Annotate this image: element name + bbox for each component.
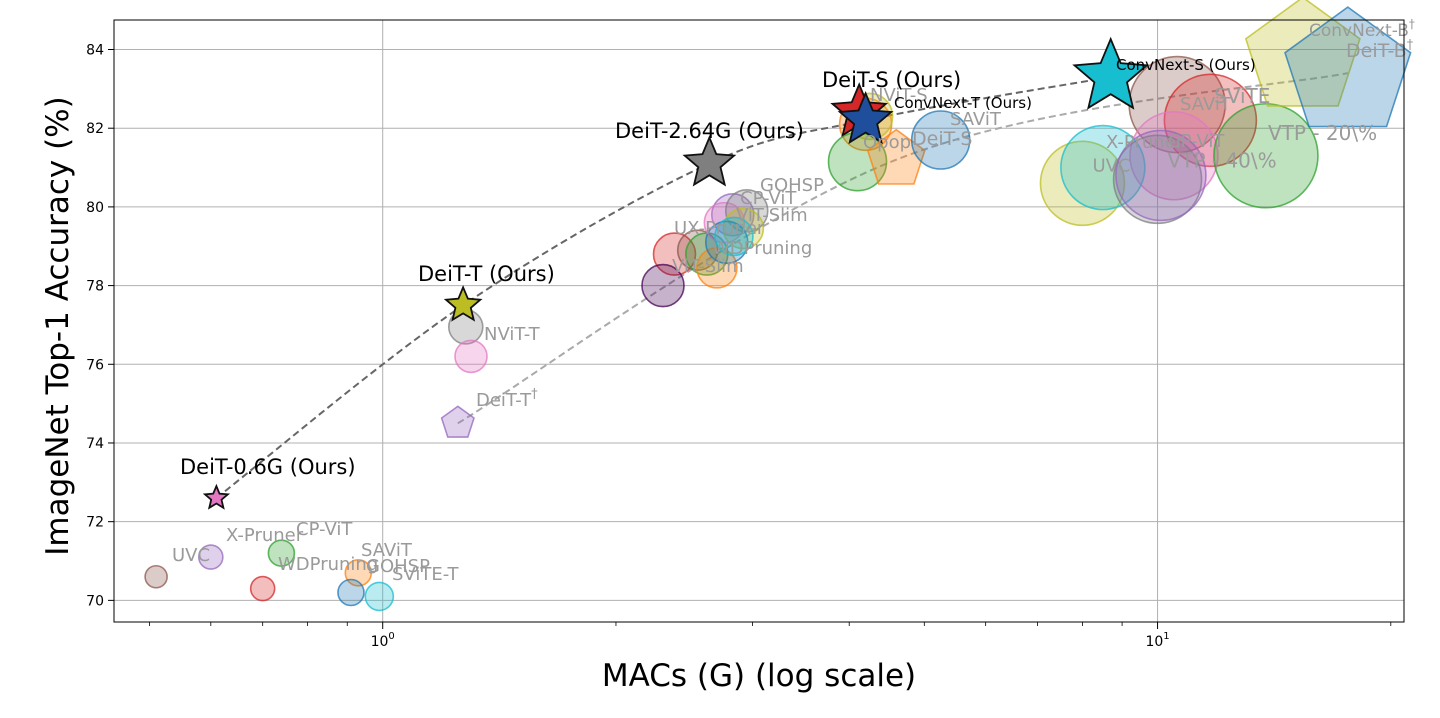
ours-label: DeiT-2.64G (Ours) — [615, 119, 804, 143]
y-tick-label: 78 — [86, 279, 104, 295]
data-point — [910, 110, 971, 170]
point-label: SViTE — [1214, 84, 1270, 108]
point-label: WDPruning — [278, 554, 378, 575]
point-label: DeiT-B† — [1346, 38, 1414, 62]
y-axis-label: ImageNet Top-1 Accuracy (%) — [40, 96, 76, 555]
point-label: SAViT — [361, 540, 413, 561]
point-label: ConvNext-B† — [1309, 17, 1415, 41]
point-label: UX-Pruner — [674, 218, 765, 239]
grid-layer — [114, 20, 1404, 622]
data-point — [144, 564, 168, 589]
ours-label: ConvNext-T (Ours) — [894, 94, 1032, 112]
point-label: CP-ViT — [1168, 131, 1225, 152]
y-tick-label: 80 — [86, 200, 104, 216]
point-label: NViT-T — [484, 324, 541, 345]
point-label: SAViT — [1180, 94, 1232, 115]
trend-curve-deit — [457, 72, 1348, 425]
point-label: UVC — [1092, 155, 1130, 176]
ours-label: DeiT-0.6G (Ours) — [180, 455, 356, 479]
plot-frame — [113, 19, 1405, 623]
x-tick-label: 101 — [1145, 631, 1169, 650]
data-point — [249, 575, 276, 602]
y-tick-label: 84 — [86, 43, 104, 59]
curve-layer — [215, 72, 1348, 499]
data-point — [454, 339, 488, 374]
point-label: X-Pruner — [1106, 132, 1184, 153]
data-point — [1060, 124, 1146, 211]
data-point — [364, 581, 395, 612]
data-point — [337, 578, 365, 607]
data-point — [724, 189, 769, 233]
point-label: GOHSP — [760, 175, 824, 196]
data-point — [714, 216, 754, 257]
point-label: ViT-Slim — [672, 256, 744, 277]
ours-star — [682, 135, 737, 187]
point-label: X-Pruner — [226, 525, 304, 546]
point-label: VTP - 40\% — [1168, 148, 1277, 172]
trend-curve-ours — [215, 76, 1111, 499]
data-point-pentagon — [1284, 6, 1412, 128]
point-label: CP-ViT — [296, 519, 353, 540]
data-point — [267, 539, 296, 567]
x-tick-label: 100 — [371, 631, 395, 650]
label-layer: UVCX-PrunerCP-ViTWDPruningSAViTGOHSPSViT… — [172, 17, 1415, 585]
x-axis-label: MACs (G) (log scale) — [602, 658, 916, 694]
ours-label: DeiT-T (Ours) — [418, 262, 555, 286]
data-point — [1129, 110, 1219, 201]
ours-label: ConvNext-S (Ours) — [1116, 56, 1256, 74]
point-label: UVC — [172, 545, 210, 566]
data-point-pentagon — [440, 405, 475, 438]
data-point — [1213, 102, 1319, 209]
ours-label: DeiT-S (Ours) — [822, 68, 961, 92]
data-point — [1163, 73, 1258, 168]
point-label: DeiT-T† — [476, 387, 538, 411]
data-point — [1112, 134, 1203, 225]
point-label: GOHSP — [366, 556, 430, 577]
y-tick-label: 72 — [86, 515, 104, 531]
ours-star — [837, 90, 894, 145]
star-layer — [202, 36, 1150, 510]
point-label: SViTE-T — [392, 564, 460, 585]
point-label: SAViT — [950, 109, 1002, 130]
point-label: CP-ViT — [740, 188, 797, 209]
ours-star — [202, 483, 231, 510]
ours-star — [443, 284, 483, 322]
point-label: ViT-Slim — [736, 205, 808, 226]
ours-star — [1072, 36, 1150, 110]
data-point — [1115, 129, 1207, 222]
axis-layer: 70 72 74 76 78 80 82 84 100 101 — [86, 19, 1405, 650]
point-label: WDPruning — [712, 238, 812, 259]
y-tick-label: 76 — [86, 357, 104, 373]
point-label: DeiT-S — [912, 128, 972, 150]
point-label: NViT-S — [870, 85, 928, 106]
data-point — [641, 263, 685, 308]
point-label: VTP - 20\% — [1268, 121, 1377, 145]
y-tick-label: 70 — [86, 593, 104, 609]
y-tick-label: 74 — [86, 436, 104, 452]
data-point — [198, 544, 224, 570]
y-tick-label: 82 — [86, 121, 104, 137]
data-point — [710, 192, 755, 237]
point-label: Opop — [863, 132, 911, 153]
data-point — [696, 247, 738, 289]
